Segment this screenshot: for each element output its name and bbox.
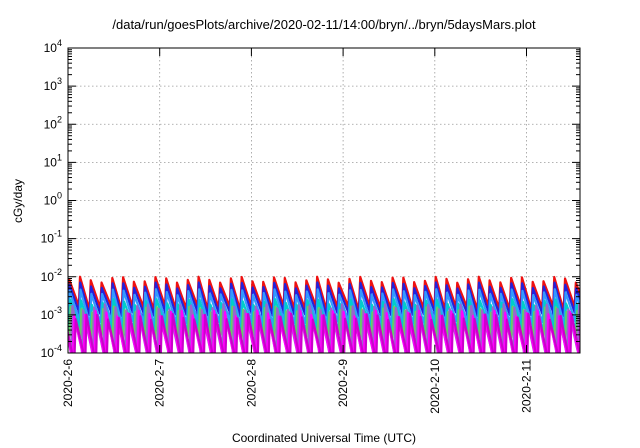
y-tick-label: 10-4 [41,343,62,360]
y-tick-label: 10-1 [41,229,62,246]
y-axis-label: cGy/day [11,179,25,223]
y-tick-label: 100 [44,191,62,208]
y-tick-label: 101 [44,152,62,169]
x-tick-label: 2020-2-6 [61,359,75,407]
x-tick-label: 2020-2-7 [153,359,167,407]
y-axis-ticks: 10-4 10-3 10-2 10-1 100 101 102 103 104 [41,38,580,360]
x-tick-label: 2020-2-11 [520,359,534,413]
series-lines [68,275,580,353]
chart-title: /data/run/goesPlots/archive/2020-02-11/1… [112,17,536,32]
x-axis-ticks: 2020-2-6 2020-2-7 2020-2-8 2020-2-9 2020-2-1… [61,48,534,414]
y-tick-label: 104 [44,38,62,55]
series-line [68,312,580,353]
y-tick-label: 10-2 [41,267,62,284]
y-tick-label: 102 [44,114,62,131]
grid-lines [68,48,580,353]
x-tick-label: 2020-2-8 [244,359,258,407]
x-tick-label: 2020-2-9 [336,359,350,407]
y-tick-label: 103 [44,76,62,93]
x-tick-label: 2020-2-10 [428,359,442,414]
y-tick-label: 10-3 [41,305,62,322]
x-axis-label: Coordinated Universal Time (UTC) [232,431,416,445]
